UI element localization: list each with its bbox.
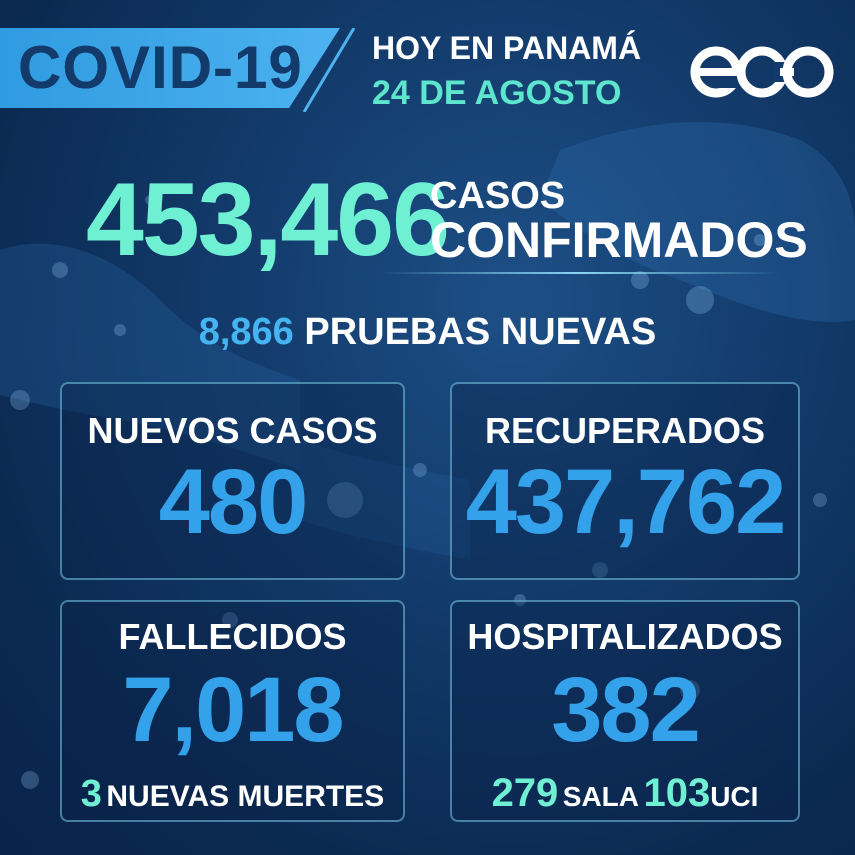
header-divider-slash: [302, 28, 356, 112]
hospitalized-label: HOSPITALIZADOS: [467, 616, 783, 657]
deaths-card: FALLECIDOS 7,018 3 NUEVAS MUERTES: [60, 600, 405, 822]
hospital-breakdown: 279 SALA 103UCI: [452, 772, 798, 823]
new-tests: 8,866 PRUEBAS NUEVAS: [0, 310, 855, 354]
ward-value: 279: [491, 771, 559, 815]
new-tests-label: PRUEBAS NUEVAS: [304, 311, 657, 353]
confirmed-cases-value: 453,466: [86, 162, 450, 278]
icu-value: 103: [643, 771, 711, 815]
new-deaths-label: NUEVAS MUERTES: [106, 780, 385, 813]
ward-label: SALA: [562, 781, 639, 812]
banner-title: COVID-19: [18, 34, 303, 101]
hospitalized-value: 382: [551, 659, 701, 761]
hospitalized-card: HOSPITALIZADOS 382 279 SALA 103UCI: [450, 600, 800, 822]
new-deaths: 3 NUEVAS MUERTES: [62, 774, 403, 822]
new-cases-label: NUEVOS CASOS: [87, 410, 378, 451]
report-date: 24 DE AGOSTO: [372, 74, 622, 112]
confirmed-label-line2: CONFIRMADOS: [430, 212, 808, 268]
confirmed-underline: [380, 272, 780, 274]
new-deaths-value: 3: [80, 773, 102, 815]
new-cases-card: NUEVOS CASOS 480: [60, 382, 405, 580]
new-tests-value: 8,866: [198, 311, 294, 353]
new-cases-value: 480: [158, 451, 309, 553]
recovered-label: RECUPERADOS: [484, 410, 766, 451]
recovered-value: 437,762: [465, 451, 787, 553]
recovered-card: RECUPERADOS 437,762: [450, 382, 800, 580]
deaths-label: FALLECIDOS: [118, 616, 347, 657]
deaths-value: 7,018: [122, 659, 344, 761]
covid-banner: [0, 28, 340, 108]
eco-logo-icon: [690, 46, 834, 98]
confirmed-label-line1: CASOS: [430, 175, 566, 217]
icu-label: UCI: [710, 781, 759, 812]
location-heading: HOY EN PANAMÁ: [372, 30, 642, 66]
